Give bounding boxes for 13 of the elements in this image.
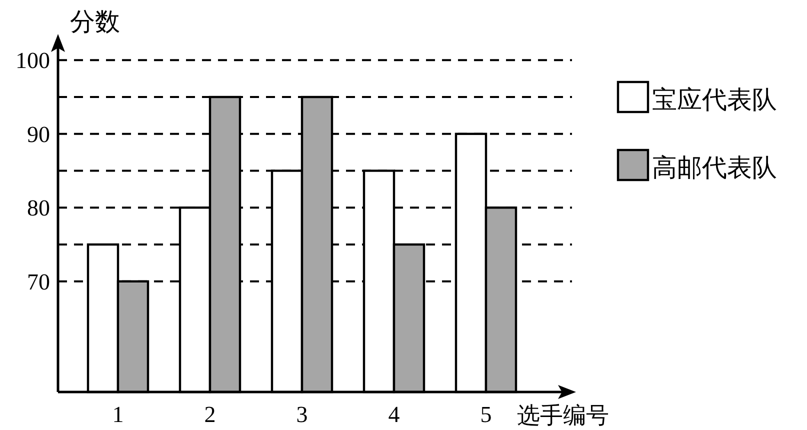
x-tick-label: 3 — [296, 402, 308, 427]
x-tick-label: 5 — [480, 402, 492, 427]
legend-label: 高邮代表队 — [652, 153, 777, 182]
y-tick-label: 100 — [16, 48, 50, 74]
legend-label: 宝应代表队 — [652, 85, 777, 114]
x-tick-label: 4 — [388, 402, 400, 427]
x-tick-label: 2 — [204, 402, 216, 427]
y-tick-label: 70 — [27, 269, 50, 294]
y-tick-label: 90 — [27, 122, 50, 147]
y-tick-label: 80 — [27, 196, 50, 221]
x-axis-title: 选手编号 — [517, 403, 609, 429]
x-tick-label: 1 — [112, 402, 124, 427]
y-axis-title: 分数 — [70, 7, 120, 36]
